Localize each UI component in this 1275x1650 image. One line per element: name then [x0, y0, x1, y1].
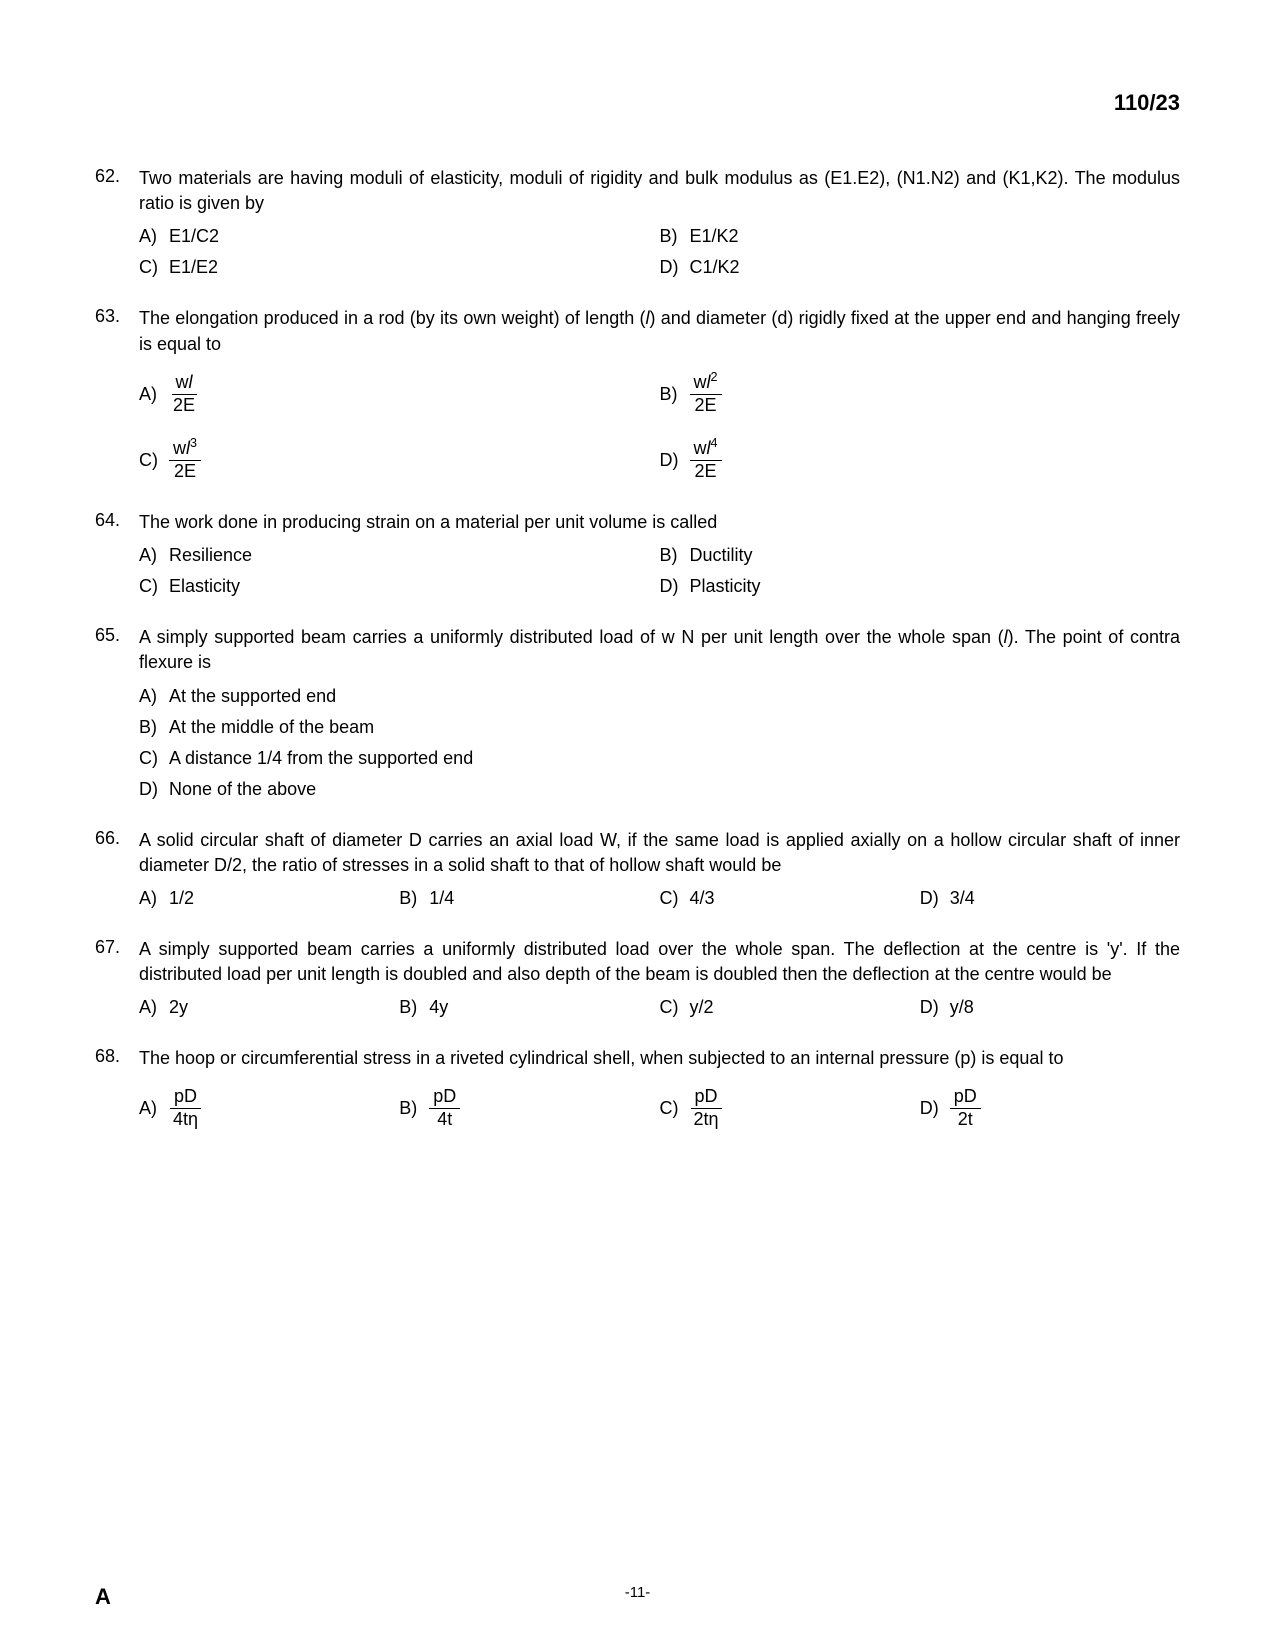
option-a: A)1/2: [139, 888, 399, 909]
option-c: C)y/2: [660, 997, 920, 1018]
option-c: C)Elasticity: [139, 576, 660, 597]
option-c: C) wl3 2E: [139, 439, 660, 482]
options: A)1/2 B)1/4 C)4/3 D)3/4: [95, 888, 1180, 909]
option-b: B) wl2 2E: [660, 373, 1181, 416]
option-d: D)Plasticity: [660, 576, 1181, 597]
question-text: The hoop or circumferential stress in a …: [139, 1046, 1180, 1071]
option-c: C)E1/E2: [139, 257, 660, 278]
fraction: pD 2t: [950, 1087, 981, 1130]
question-number: 65.: [95, 625, 139, 646]
question-text: A simply supported beam carries a unifor…: [139, 937, 1180, 987]
question-64: 64. The work done in producing strain on…: [95, 510, 1180, 597]
option-d: D) wl4 2E: [660, 439, 1181, 482]
option-c: C)A distance 1/4 from the supported end: [139, 748, 1180, 769]
option-a: A)At the supported end: [139, 686, 1180, 707]
question-number: 67.: [95, 937, 139, 958]
question-text: Two materials are having moduli of elast…: [139, 166, 1180, 216]
question-67: 67. A simply supported beam carries a un…: [95, 937, 1180, 1018]
question-text: The elongation produced in a rod (by its…: [139, 306, 1180, 356]
page-number: -11-: [625, 1584, 651, 1601]
option-a: A) pD 4tη: [139, 1087, 399, 1130]
question-number: 66.: [95, 828, 139, 849]
series-letter: A: [95, 1584, 111, 1610]
question-text: A solid circular shaft of diameter D car…: [139, 828, 1180, 878]
fraction: wl4 2E: [690, 439, 722, 482]
option-a: A) wl 2E: [139, 373, 660, 416]
page-footer: A -11-: [95, 1584, 1180, 1610]
option-b: B) pD 4t: [399, 1087, 659, 1130]
question-number: 64.: [95, 510, 139, 531]
option-c: C)4/3: [660, 888, 920, 909]
question-63: 63. The elongation produced in a rod (by…: [95, 306, 1180, 482]
fraction: pD 4t: [429, 1087, 460, 1130]
options: A)At the supported end B)At the middle o…: [95, 686, 1180, 800]
question-66: 66. A solid circular shaft of diameter D…: [95, 828, 1180, 909]
option-c: C) pD 2tη: [660, 1087, 920, 1130]
question-number: 62.: [95, 166, 139, 187]
options: A) pD 4tη B) pD 4t C) pD 2tη: [95, 1087, 1180, 1130]
fraction: pD 4tη: [169, 1087, 202, 1130]
question-number: 68.: [95, 1046, 139, 1067]
option-b: B)1/4: [399, 888, 659, 909]
fraction: wl3 2E: [169, 439, 201, 482]
question-text: A simply supported beam carries a unifor…: [139, 625, 1180, 675]
option-d: D) pD 2t: [920, 1087, 1180, 1130]
option-b: B)At the middle of the beam: [139, 717, 1180, 738]
paper-code: 110/23: [95, 90, 1180, 116]
exam-page: 110/23 62. Two materials are having modu…: [0, 0, 1275, 1650]
option-d: D)3/4: [920, 888, 1180, 909]
options: A)Resilience B)Ductility C)Elasticity D)…: [95, 545, 1180, 597]
option-a: A)Resilience: [139, 545, 660, 566]
fraction: wl 2E: [169, 373, 199, 416]
fraction: wl2 2E: [690, 373, 722, 416]
option-b: B)E1/K2: [660, 226, 1181, 247]
option-d: D)C1/K2: [660, 257, 1181, 278]
fraction: pD 2tη: [690, 1087, 723, 1130]
option-b: B)4y: [399, 997, 659, 1018]
question-number: 63.: [95, 306, 139, 327]
options: A)2y B)4y C)y/2 D)y/8: [95, 997, 1180, 1018]
question-62: 62. Two materials are having moduli of e…: [95, 166, 1180, 278]
options: A) wl 2E B) wl2 2E C) wl3 2E: [95, 373, 1180, 482]
question-text: The work done in producing strain on a m…: [139, 510, 1180, 535]
option-b: B)Ductility: [660, 545, 1181, 566]
question-65: 65. A simply supported beam carries a un…: [95, 625, 1180, 799]
option-a: A)2y: [139, 997, 399, 1018]
question-68: 68. The hoop or circumferential stress i…: [95, 1046, 1180, 1130]
option-d: D)None of the above: [139, 779, 1180, 800]
options: A)E1/C2 B)E1/K2 C)E1/E2 D)C1/K2: [95, 226, 1180, 278]
option-d: D)y/8: [920, 997, 1180, 1018]
option-a: A)E1/C2: [139, 226, 660, 247]
